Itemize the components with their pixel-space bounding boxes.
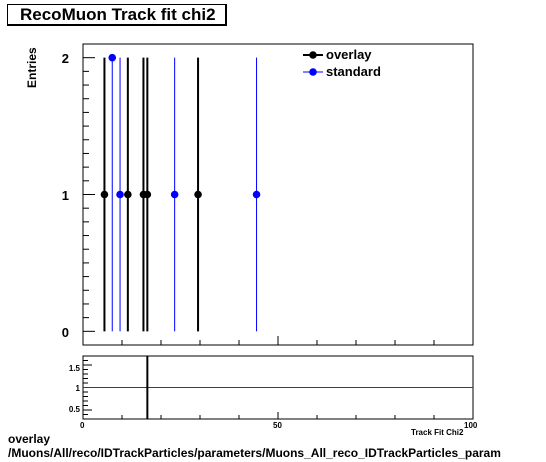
x-tick-label-0: 0 xyxy=(80,421,85,430)
x-tick-label-50: 50 xyxy=(273,421,282,430)
legend-label-overlay: overlay xyxy=(326,47,372,62)
y-tick-label-0: 0 xyxy=(61,325,69,340)
legend-marker-standard xyxy=(309,68,317,76)
data-point-standard-2 xyxy=(170,190,179,199)
footer-line-1: overlay xyxy=(8,432,51,446)
y-tick-label-1: 1 xyxy=(61,188,69,203)
data-point-overlay-1 xyxy=(124,190,132,199)
data-point-overlay-3 xyxy=(143,190,152,199)
data-point-standard-3 xyxy=(252,190,261,199)
footer-line-2: /Muons/All/reco/IDTrackParticles/paramet… xyxy=(8,446,501,460)
y-axis-label: Entries xyxy=(25,47,39,88)
data-point-overlay-0 xyxy=(100,190,109,199)
data-point-standard-0 xyxy=(108,53,117,62)
x-tick-label-100: 100 xyxy=(464,421,478,430)
chart-title: RecoMuon Track fit chi2 xyxy=(7,4,227,26)
legend-label-standard: standard xyxy=(326,64,381,79)
data-point-standard-1 xyxy=(116,190,124,199)
ratio-y-tick-0.5: 0.5 xyxy=(68,405,80,414)
y-tick-label-2: 2 xyxy=(61,51,69,66)
data-point-overlay-4 xyxy=(194,190,202,199)
x-axis-label: Track Fit Chi2 xyxy=(411,428,464,437)
ratio-y-tick-1.5: 1.5 xyxy=(68,364,80,373)
legend-marker-overlay xyxy=(309,51,317,59)
ratio-y-tick-1: 1 xyxy=(75,384,80,393)
